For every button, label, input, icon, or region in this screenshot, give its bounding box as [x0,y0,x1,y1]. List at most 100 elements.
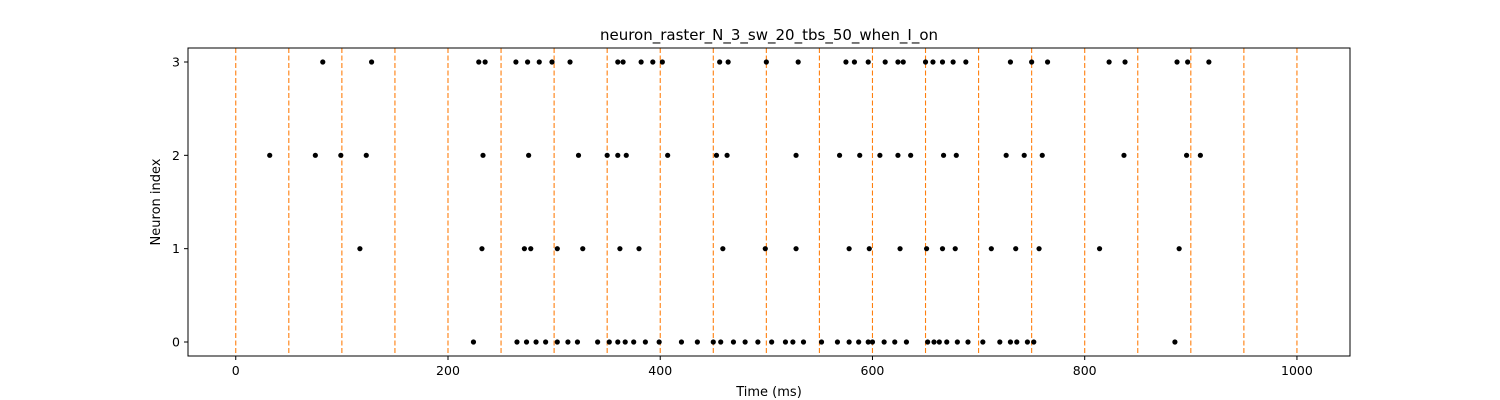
spike-point [793,152,799,158]
x-tick-label: 200 [436,363,460,378]
spike-point [368,59,375,65]
spike-point [730,339,737,345]
spike-point [1185,59,1191,65]
spike-point [720,246,726,252]
spike-point [470,339,477,345]
spike-point [965,339,971,345]
spike-point [623,152,629,158]
spike-point [742,339,748,345]
spike-point [363,152,369,158]
spike-point [881,339,887,345]
spike-point [922,59,929,65]
spike-point [1122,59,1128,65]
spike-point [526,152,532,158]
x-tick-label: 0 [232,363,240,378]
spike-point [482,59,488,65]
spike-point [1021,152,1027,158]
spike-point [892,339,898,345]
spike-point [818,339,825,345]
spike-point [963,59,969,65]
spike-point [717,59,723,65]
y-tick-label: 0 [172,335,180,350]
spike-point [580,246,586,252]
spike-point [866,246,872,252]
spike-point [1121,152,1127,158]
spike-point [936,339,942,345]
spike-point [1172,339,1178,345]
spike-point [1007,339,1014,345]
spike-point [312,152,318,158]
y-tick-label: 2 [172,148,180,163]
y-tick-label: 1 [172,241,180,256]
spike-point [1206,59,1212,65]
spike-point [790,339,796,345]
spike-point [656,339,662,345]
spike-point [908,152,914,158]
spike-point [762,246,768,252]
spike-point [480,152,486,158]
spike-point [476,59,482,65]
spike-point [565,339,571,345]
spike-point [650,59,656,65]
spike-point [725,59,731,65]
spike-point [857,152,863,158]
y-axis: 0 1 2 3 [172,55,188,350]
spike-point [554,246,560,252]
spike-point [1003,152,1009,158]
spike-point [514,339,520,345]
spike-point [513,59,519,65]
spike-point [865,59,871,65]
spike-point [856,339,862,345]
spike-point [549,59,555,65]
spike-point [1106,59,1112,65]
spike-point [575,152,582,158]
spike-point [1039,152,1045,158]
spike-point [895,59,901,65]
spike-point [1013,246,1019,252]
chart-title: neuron_raster_N_3_sw_20_tbs_50_when_I_on [600,26,938,45]
y-axis-label: Neuron index [149,158,164,245]
spike-point [642,339,648,345]
x-tick-label: 1000 [1281,363,1313,378]
spike-point [524,59,531,65]
spike-point [930,59,936,65]
spike-point [903,339,910,345]
spike-point [1096,246,1103,252]
spike-point [638,59,644,65]
spike-point [834,339,841,345]
spike-point [782,339,789,345]
spike-point [479,246,485,252]
spike-point [574,339,581,345]
spike-point [763,59,769,65]
spike-point [882,59,888,65]
spike-point [939,59,946,65]
spike-point [615,339,621,345]
spike-point [615,152,621,158]
spike-point [521,246,527,252]
spike-point [900,59,906,65]
spike-point [800,339,807,345]
spike-point [944,339,950,345]
spike-point [939,246,946,252]
x-tick-label: 600 [861,363,885,378]
spike-point [528,246,534,252]
spike-point [988,246,994,252]
x-axis-label: Time (ms) [735,385,802,400]
spike-point [769,339,775,345]
x-tick-label: 800 [1073,363,1097,378]
spike-point [1183,152,1190,158]
spike-point [865,339,871,345]
spike-point [877,152,883,158]
spike-point [636,246,642,252]
spike-point [554,339,560,345]
spike-point [617,246,623,252]
spike-point [952,246,958,252]
spike-point [718,339,724,345]
x-axis: 0 200 400 600 800 1000 [232,356,1313,378]
spike-point [953,152,959,158]
y-tick-label: 3 [172,55,180,70]
x-tick-label: 400 [648,363,672,378]
spike-point [895,152,901,158]
